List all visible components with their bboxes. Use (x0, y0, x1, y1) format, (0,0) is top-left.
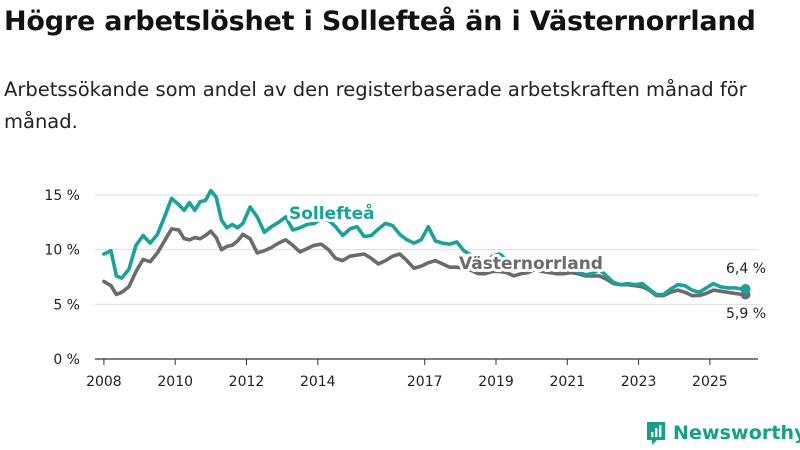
series-line-solleftea (102, 188, 748, 297)
newsworthy-logo-text: Newsworthy (673, 422, 800, 444)
end-point-solleftea (740, 284, 751, 295)
y-tick-label: 0 % (53, 352, 80, 368)
series-line-vasternorrland (102, 227, 748, 298)
y-tick-label: 15 % (44, 188, 80, 204)
newsworthy-logo: Newsworthy (645, 419, 800, 447)
chart-subtitle: Arbetssökande som andel av den registerb… (4, 78, 747, 133)
end-label-vasternorrland: 5,9 % (726, 306, 766, 322)
x-tick-label: 2023 (621, 374, 657, 390)
series-label-vasternorrland: Västernorrland (459, 254, 603, 274)
x-tick-label: 2019 (478, 374, 514, 390)
x-tick-label: 2008 (86, 374, 122, 390)
x-tick-label: 2012 (229, 374, 265, 390)
chart-title: Högre arbetslöshet i Sollefteå än i Väst… (4, 6, 756, 37)
y-tick-label: 5 % (53, 297, 80, 313)
x-tick-label: 2014 (300, 374, 336, 390)
end-label-solleftea: 6,4 % (726, 261, 766, 277)
x-tick-label: 2010 (157, 374, 193, 390)
newsworthy-logo-icon (647, 422, 665, 445)
y-tick-label: 10 % (44, 243, 80, 259)
x-tick-label: 2017 (407, 374, 443, 390)
x-tick-label: 2021 (549, 374, 585, 390)
x-tick-label: 2025 (692, 374, 728, 390)
series-label-solleftea: Sollefteå (289, 202, 375, 224)
